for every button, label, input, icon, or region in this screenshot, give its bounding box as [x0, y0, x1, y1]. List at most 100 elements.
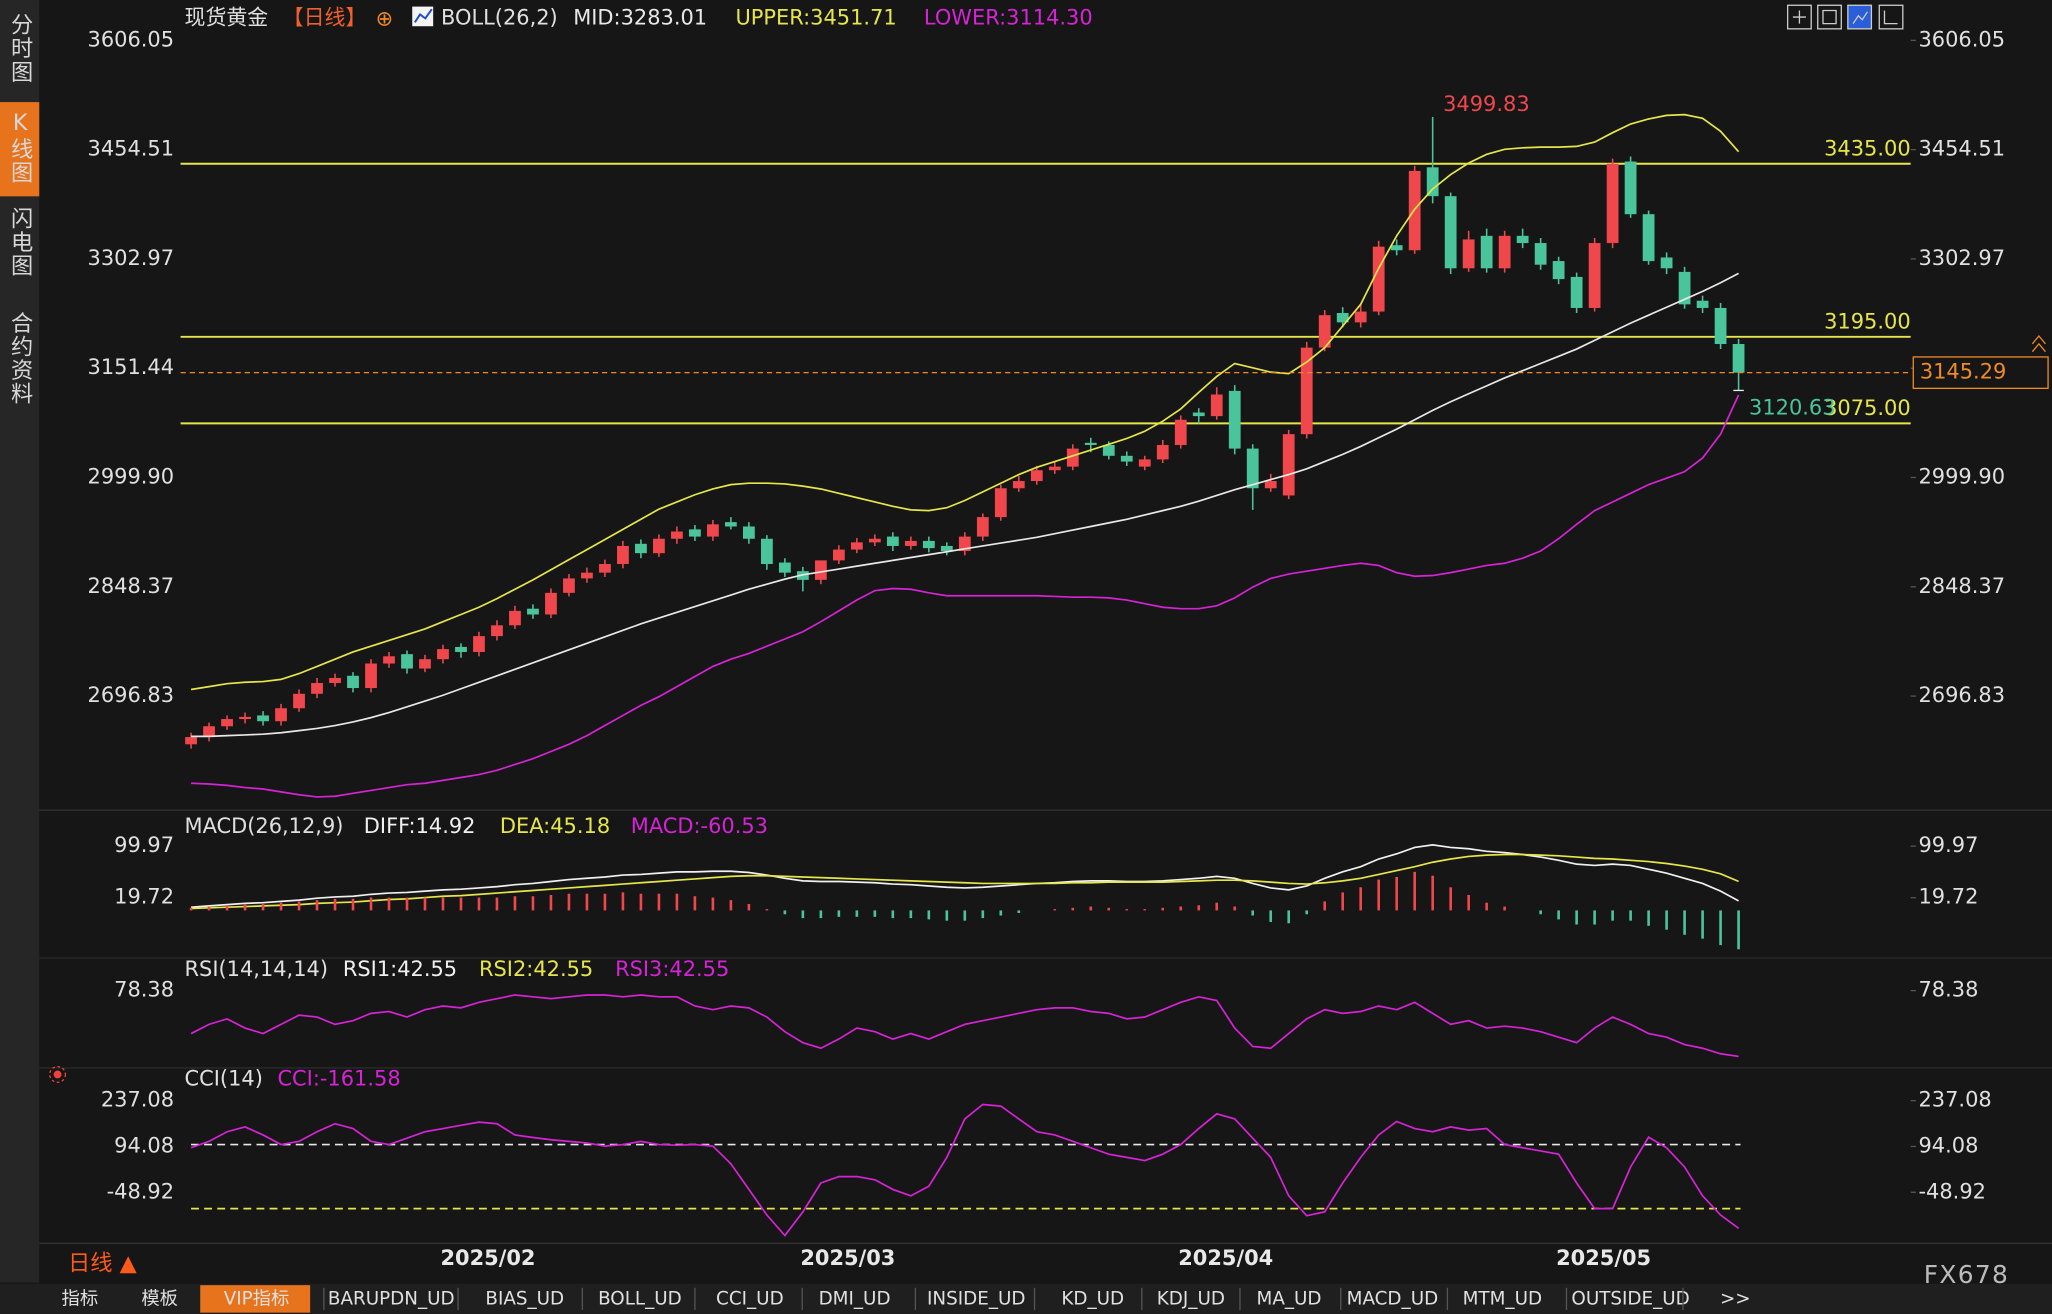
- y-tick-label: 237.08: [101, 1088, 174, 1112]
- last-price-arrow: [2031, 334, 2046, 353]
- tool-icon[interactable]: [1786, 4, 1812, 30]
- sidebar-item[interactable]: 闪电图: [7, 206, 33, 277]
- y-tick-label: 2696.83: [88, 683, 175, 707]
- candle-body: [832, 549, 845, 561]
- alert-icon: [49, 1065, 67, 1083]
- candle-body: [239, 716, 251, 720]
- tabs: 指标 模板 VIP指标 BARUPDN_UD BIAS_UD BOLL_UD CCI_UD D…: [62, 1285, 1751, 1313]
- tool-icon[interactable]: [1817, 4, 1842, 30]
- legend-entry: LOWER:3114.30: [924, 5, 1093, 29]
- y-tick-label: 2848.37: [1919, 574, 2006, 598]
- candle-body: [1300, 347, 1313, 435]
- tab[interactable]: BIAS_UD: [485, 1289, 564, 1310]
- plot-area: 3606.05 3606.05 3454.51 3454.51 3302.97 3302.…: [88, 27, 2049, 1270]
- candle-body: [1228, 390, 1241, 449]
- candle-body: [1282, 434, 1295, 496]
- candle-body: [1336, 313, 1349, 323]
- tab[interactable]: BOLL_UD: [598, 1289, 682, 1310]
- y-tick-label: -48.92: [1919, 1179, 1986, 1203]
- candle-body: [1156, 444, 1169, 460]
- sidebar-item[interactable]: 分时图: [7, 13, 33, 84]
- indicator-title: RSI(14,14,14): [185, 957, 328, 981]
- legend-entry: RSI3:42.55: [615, 957, 729, 981]
- y-tick-label: 3151.44: [88, 355, 175, 379]
- y-tick-label: 78.38: [114, 978, 174, 1002]
- y-tick-label: 3454.51: [1919, 137, 2006, 161]
- legend-entry: RSI1:42.55: [343, 957, 457, 981]
- candle-body: [1642, 214, 1655, 262]
- y-tick-label: 3606.05: [88, 27, 175, 51]
- last-price-label: 3145.29: [1920, 360, 2007, 384]
- candle-body: [976, 517, 989, 537]
- candle-body: [419, 659, 431, 669]
- x-tick-label: 2025/02: [440, 1246, 535, 1270]
- tab[interactable]: MACD_UD: [1347, 1289, 1439, 1310]
- candle-body: [599, 563, 611, 573]
- toolbar-icons: [1786, 4, 1904, 30]
- tool-glyph: [1792, 9, 1898, 25]
- icon-glyph: [414, 8, 433, 23]
- tab[interactable]: KDJ_UD: [1157, 1289, 1225, 1310]
- period[interactable]: 【日线】: [283, 5, 367, 29]
- candle-body: [1444, 196, 1457, 269]
- tool-icon[interactable]: [1878, 4, 1904, 30]
- level-label: 3195.00: [1824, 309, 1911, 333]
- candle-body: [1678, 271, 1691, 305]
- tab[interactable]: CCI_UD: [716, 1289, 784, 1310]
- tab[interactable]: KD_UD: [1061, 1289, 1124, 1310]
- period-switch[interactable]: 日线 ▲: [68, 1251, 138, 1277]
- candle-body: [725, 522, 737, 527]
- tab[interactable]: 指标: [62, 1289, 99, 1310]
- legend-entry: MACD:-60.53: [631, 814, 768, 838]
- y-tick-label: 99.97: [114, 833, 174, 857]
- tab[interactable]: >>: [1720, 1289, 1751, 1310]
- candle-body: [455, 646, 467, 652]
- tab[interactable]: MA_UD: [1257, 1289, 1322, 1310]
- candle-body: [1624, 161, 1637, 215]
- tab[interactable]: BARUPDN_UD: [328, 1289, 455, 1310]
- candle-body: [868, 538, 881, 543]
- candle-body: [653, 538, 665, 554]
- x-tick-label: 2025/05: [1556, 1246, 1651, 1270]
- candle-body: [1606, 163, 1619, 244]
- y-tick-label: 3302.97: [88, 246, 175, 270]
- sidebar-bg: [0, 0, 40, 1283]
- candle-body: [1552, 261, 1565, 280]
- candle-body: [1732, 344, 1745, 373]
- settings-icon[interactable]: ⊕: [376, 7, 394, 31]
- low-label: 3120.63: [1749, 396, 1836, 420]
- y-tick-label: 2696.83: [1919, 683, 2006, 707]
- series-line: [190, 113, 1740, 691]
- sidebar-item[interactable]: K线图: [7, 110, 33, 184]
- indicator-title: MACD(26,12,9): [185, 814, 344, 838]
- candle-body: [1462, 239, 1475, 269]
- y-tick-label: 99.97: [1919, 833, 1979, 857]
- candle-body: [563, 578, 575, 593]
- sidebar-item[interactable]: 合约资料: [7, 311, 33, 406]
- candle-body: [778, 562, 791, 573]
- candle-body: [203, 726, 215, 738]
- candle-body: [581, 572, 593, 579]
- indicator-title: CCI(14): [185, 1067, 263, 1091]
- tab[interactable]: OUTSIDE_UD: [1571, 1289, 1689, 1310]
- candle-body: [1372, 246, 1385, 312]
- tab[interactable]: 模板: [141, 1289, 178, 1310]
- candle-body: [742, 526, 755, 539]
- indicator-title: BOLL(26,2): [441, 5, 558, 29]
- candle-body: [617, 545, 629, 564]
- tab-bar: [0, 1283, 2052, 1314]
- candle-body: [689, 529, 701, 537]
- tab[interactable]: MTM_UD: [1463, 1289, 1542, 1310]
- tab[interactable]: DMI_UD: [819, 1289, 891, 1310]
- y-tick-label: 3302.97: [1919, 246, 2006, 270]
- y-tick-label: 94.08: [1919, 1133, 1979, 1157]
- y-tick-label: 78.38: [1919, 978, 1979, 1002]
- tab[interactable]: INSIDE_UD: [927, 1289, 1025, 1310]
- candle-body: [904, 540, 917, 546]
- tab[interactable]: VIP指标: [224, 1289, 290, 1310]
- candle-body: [1030, 470, 1043, 482]
- tab-active: [200, 1285, 311, 1313]
- candle-body: [275, 708, 287, 722]
- candle-body: [1714, 307, 1727, 345]
- series-line: [190, 994, 1739, 1058]
